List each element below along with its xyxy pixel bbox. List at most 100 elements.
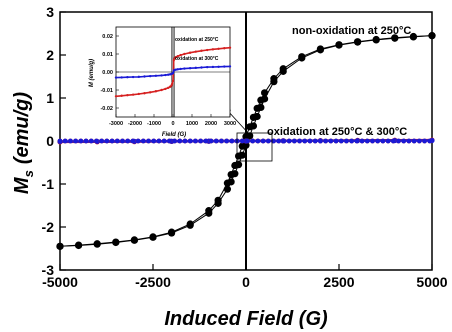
- inset-x-tick-label: 0: [171, 121, 174, 127]
- y-tick-label: 0: [46, 133, 54, 149]
- y-axis-label-unit: (emu/g): [11, 92, 33, 165]
- inset-data-point: [114, 95, 118, 98]
- main-series-layer: [56, 32, 436, 250]
- inset-y-tick-label: -0.01: [100, 88, 113, 94]
- data-point: [193, 138, 198, 144]
- data-point: [411, 138, 417, 144]
- data-point: [78, 138, 84, 144]
- inset-data-point: [154, 90, 158, 93]
- inset-axis-ticks: -3000 -2000 -1000 0 1000 2000 3000 -0.02 -0.01 0.…: [100, 27, 236, 127]
- data-point: [156, 138, 162, 144]
- data-point: [255, 138, 261, 144]
- inset-x-axis-label: Field (G): [162, 132, 186, 138]
- inset-data-point: [114, 76, 118, 79]
- data-point: [323, 138, 329, 144]
- data-point: [238, 142, 246, 150]
- data-point: [428, 32, 436, 40]
- data-point: [114, 138, 120, 144]
- data-point: [186, 220, 194, 228]
- data-point: [205, 207, 213, 215]
- data-point: [234, 152, 243, 160]
- data-point: [250, 138, 256, 144]
- inset-data-point: [164, 73, 167, 77]
- data-point: [73, 138, 79, 144]
- data-point: [135, 138, 141, 144]
- inset-legend-250: oxidation at 250°C: [175, 37, 219, 43]
- inset-data-point: [223, 65, 226, 68]
- inset-data-point: [206, 48, 209, 52]
- data-point: [249, 113, 258, 121]
- data-point: [94, 138, 99, 144]
- data-point: [149, 233, 157, 241]
- data-point: [359, 138, 365, 144]
- inset-data-point: [188, 51, 192, 54]
- data-point: [68, 138, 73, 144]
- inset-x-tick-label: 3000: [224, 121, 236, 127]
- data-point: [227, 170, 235, 179]
- inset-data-point: [183, 52, 186, 56]
- data-point: [242, 133, 250, 141]
- inset-data-point: [172, 59, 175, 62]
- x-tick-label: 2500: [323, 274, 354, 290]
- data-point: [354, 38, 362, 46]
- data-point: [187, 138, 193, 144]
- data-point: [344, 138, 349, 144]
- data-point: [151, 138, 157, 144]
- y-tick-label: 1: [46, 90, 54, 106]
- inset-x-tick-label: -1000: [147, 121, 161, 127]
- inset-data-point: [160, 88, 163, 92]
- data-point: [109, 138, 115, 144]
- data-point: [316, 45, 324, 53]
- inset-data-point: [149, 91, 152, 94]
- data-point: [57, 138, 63, 144]
- data-point: [231, 161, 239, 170]
- data-point: [245, 138, 250, 144]
- data-point: [130, 138, 136, 144]
- y-tick-label: -2: [42, 219, 55, 235]
- data-point: [172, 138, 177, 144]
- data-point: [265, 138, 271, 144]
- data-point: [261, 89, 269, 97]
- data-point: [328, 138, 334, 144]
- inset-data-point: [179, 53, 182, 57]
- data-point: [281, 138, 287, 144]
- data-point: [297, 138, 302, 144]
- data-point: [104, 138, 110, 144]
- data-point: [219, 138, 224, 144]
- data-point: [286, 138, 292, 144]
- data-point: [396, 138, 401, 144]
- inset-data-point: [126, 94, 129, 97]
- data-point: [276, 138, 282, 144]
- inset-data-point: [194, 50, 197, 53]
- data-point: [354, 138, 360, 144]
- data-point: [298, 53, 306, 61]
- data-point: [270, 75, 278, 83]
- y-tick-label: -1: [42, 176, 55, 192]
- inset-y-tick-label: -0.02: [100, 106, 113, 112]
- data-point: [307, 138, 313, 144]
- data-point: [253, 104, 261, 112]
- data-point: [213, 138, 219, 144]
- data-point: [291, 138, 297, 144]
- inset-data-point: [154, 74, 158, 77]
- inset-data-point: [171, 79, 175, 83]
- data-point: [372, 35, 380, 44]
- inset-data-point: [171, 71, 175, 75]
- data-point: [349, 138, 355, 144]
- data-point: [333, 138, 339, 144]
- inset-chart: -3000 -2000 -1000 0 1000 2000 3000 -0.02 -0.01 0.…: [89, 26, 236, 138]
- data-point: [422, 138, 427, 144]
- inset-data-point: [143, 75, 146, 78]
- data-point: [338, 138, 344, 144]
- x-tick-label: 5000: [416, 274, 447, 290]
- inset-data-point: [120, 76, 123, 79]
- inset-data-point: [179, 67, 182, 71]
- inset-data-point: [167, 86, 170, 90]
- data-point: [312, 138, 318, 144]
- data-point: [260, 138, 266, 144]
- inset-y-tick-label: 0.02: [102, 34, 113, 40]
- data-point: [93, 240, 101, 248]
- data-point: [214, 196, 222, 204]
- data-point: [229, 138, 235, 144]
- data-point: [75, 241, 83, 249]
